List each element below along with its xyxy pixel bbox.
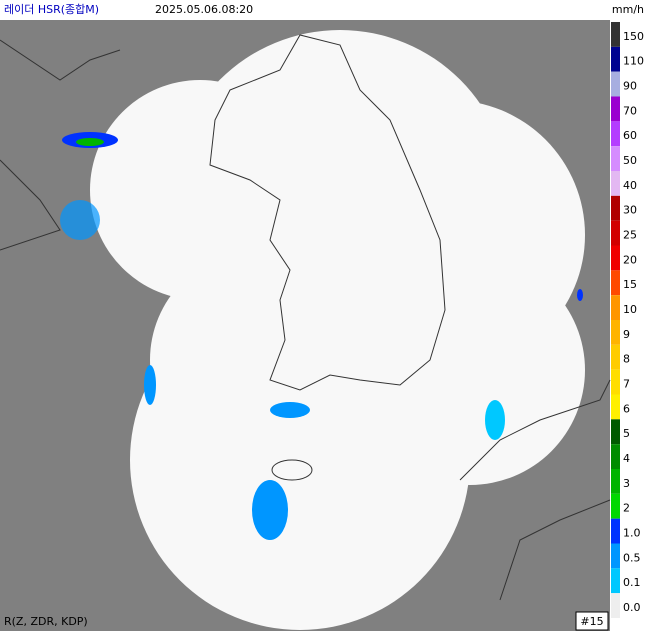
legend-swatch [611,295,620,320]
legend-swatch [611,96,620,122]
legend-label: 150 [623,30,644,43]
legend-label: 70 [623,104,637,117]
legend-label: 5 [623,427,630,440]
coverage [90,30,585,630]
legend-label: 9 [623,328,630,341]
legend-swatch [611,493,620,519]
legend-label: 25 [623,229,637,242]
legend-swatch [611,518,620,544]
legend-label: 90 [623,80,637,93]
legend-label: 3 [623,477,630,490]
legend-label: 0.0 [623,601,641,614]
legend-label: 1.0 [623,527,641,540]
legend-label: 0.1 [623,576,641,589]
legend-swatch [611,469,620,494]
legend-label: 7 [623,378,630,391]
legend-label: 60 [623,129,637,142]
legend-swatch [611,270,620,296]
legend-swatch [611,71,620,97]
legend-swatch [611,419,620,445]
legend-label: 8 [623,353,630,366]
legend-swatch [611,220,620,246]
method: R(Z, ZDR, KDP) [4,615,88,628]
legend-label: 30 [623,204,637,217]
legend-label: 6 [623,402,630,415]
legend-swatch [611,245,620,271]
legend-label: 50 [623,154,637,167]
legend-swatch [611,344,620,370]
legend-swatch [611,593,620,618]
timestamp: 2025.05.06.08:20 [155,3,253,16]
legend-label: 0.5 [623,551,641,564]
legend-label: 10 [623,303,637,316]
legend-swatch [611,22,620,47]
legend-label: 40 [623,179,637,192]
legend-swatch [611,46,620,72]
legend-label: 110 [623,55,644,68]
legend-swatch [611,444,620,469]
legend-swatch [611,195,620,221]
legend-swatch [611,369,620,395]
legend-label: 4 [623,452,630,465]
legend-swatch [611,568,620,594]
legend-swatch [611,543,620,569]
unit: mm/h [612,3,644,16]
coastline [0,34,611,601]
legend-swatch [611,394,620,420]
legend-swatch [611,320,620,345]
legend-label: 2 [623,502,630,515]
legend-label: 20 [623,253,637,266]
title: 레이더 HSR(종합M) [4,3,99,16]
index: #15 [580,615,603,628]
radar-echoes [60,132,583,540]
legend-swatch [611,146,620,171]
index-box [575,611,609,631]
legend-swatch [611,171,620,196]
legend-label: 15 [623,278,637,291]
legend-swatch [611,121,620,147]
legend: 150 110 90 70 60 50 40 30 25 20 15 10 9 8 7 6 5 4 3 2 1.0 0.5… [611,22,644,618]
